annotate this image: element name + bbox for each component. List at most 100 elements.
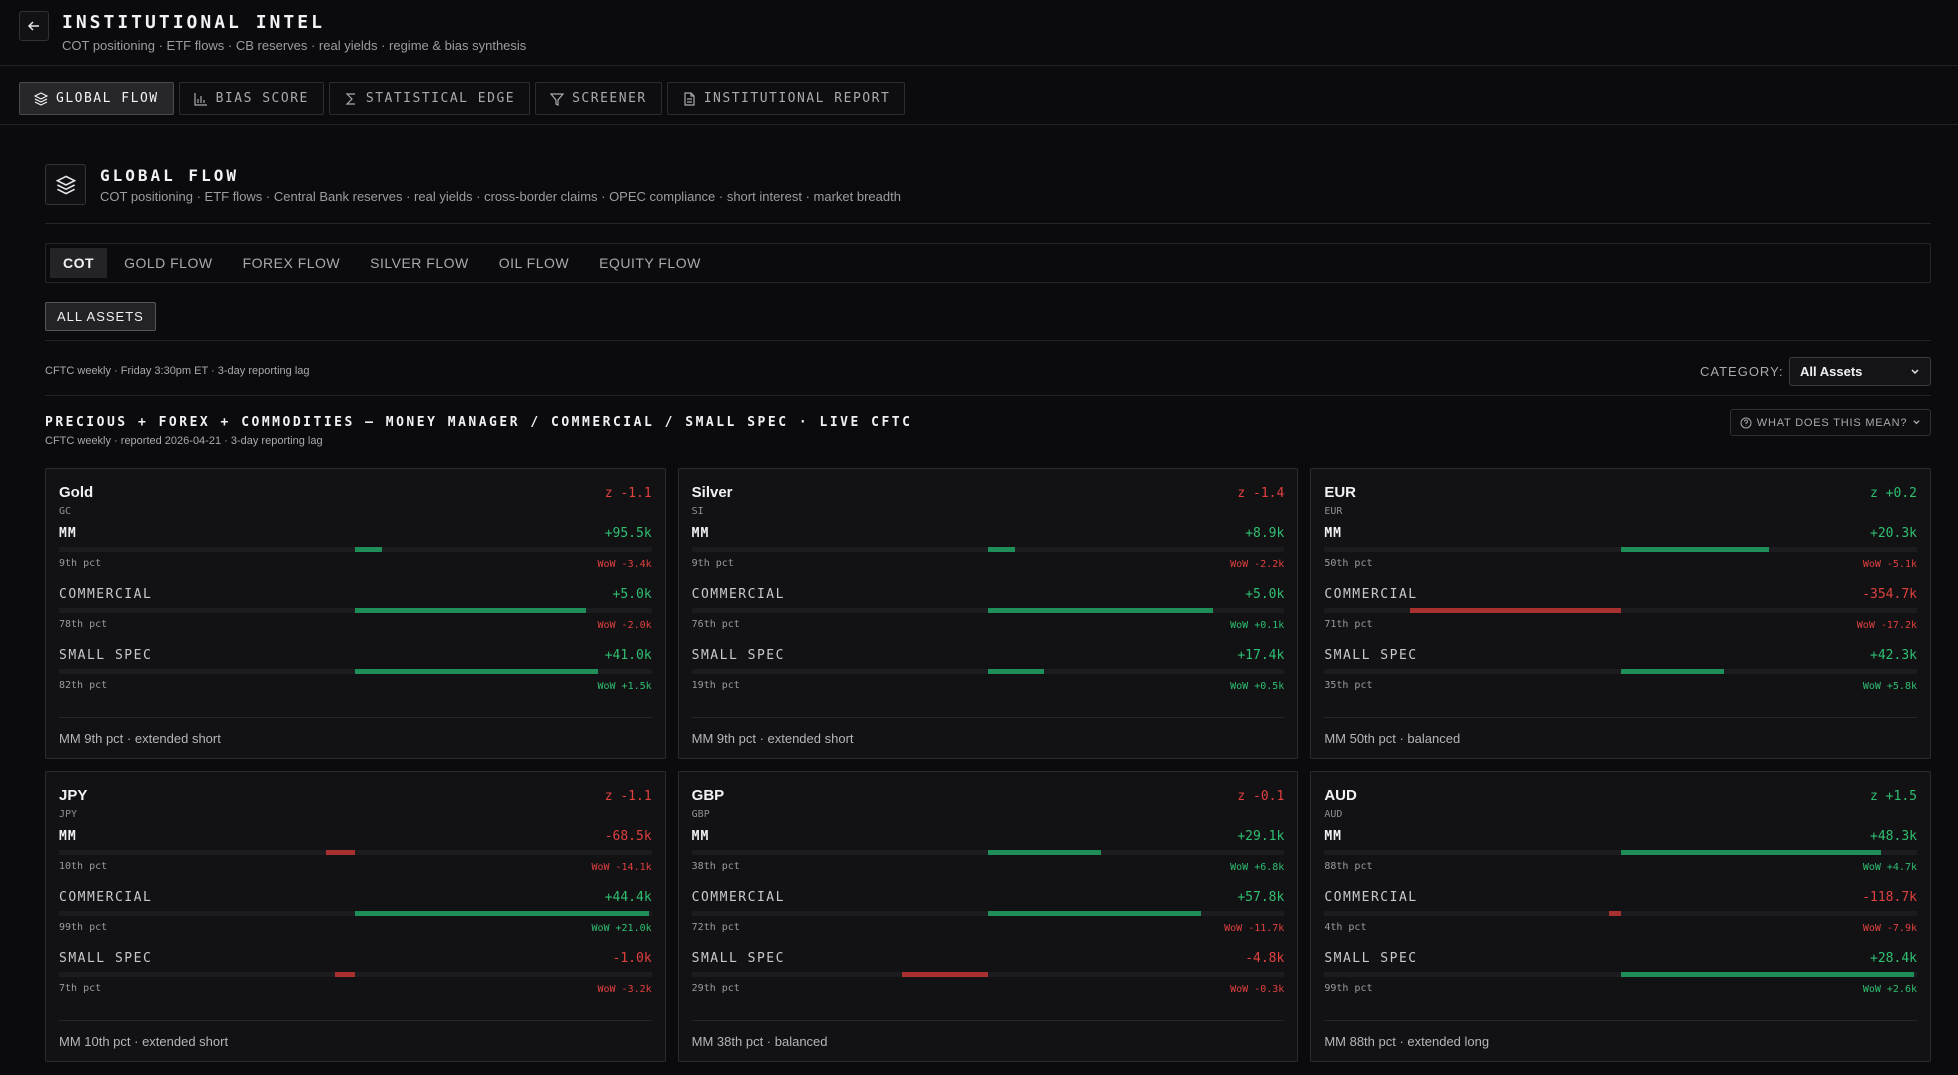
week-over-week: WoW -11.7k — [1224, 923, 1285, 934]
card-summary: MM 10th pct · extended short — [59, 1020, 652, 1049]
position-bar-fill — [334, 972, 356, 977]
arrow-left-icon — [27, 21, 39, 31]
asset-name: Silver — [691, 484, 733, 501]
tab-statistical-edge[interactable]: STATISTICAL EDGE — [328, 82, 531, 115]
z-score: z -1.1 — [604, 486, 652, 501]
z-score: z +1.5 — [1870, 789, 1917, 804]
positioning-row: COMMERCIAL +5.0k 78th pct WoW -2.0k — [59, 587, 652, 648]
positioning-row: MM +48.3k 88th pct WoW +4.7k — [1324, 829, 1917, 890]
percentile: 4th pct — [1324, 922, 1367, 933]
position-bar — [691, 911, 1285, 916]
grid-title: PRECIOUS + FOREX + COMMODITIES — MONEY M… — [45, 415, 913, 430]
app-title: INSTITUTIONAL INTEL — [62, 12, 325, 33]
asset-code: GBP — [691, 809, 710, 820]
week-over-week: WoW -7.9k — [1862, 923, 1917, 934]
row-label: MM — [691, 829, 710, 844]
card-summary: MM 88th pct · extended long — [1324, 1020, 1917, 1049]
position-bar — [1324, 911, 1917, 916]
row-label: SMALL SPEC — [1324, 648, 1418, 663]
section-subtitle: COT positioning · ETF flows · Central Ba… — [100, 189, 901, 204]
week-over-week: WoW +0.5k — [1230, 681, 1285, 692]
document-icon — [684, 91, 695, 106]
position-bar-fill — [987, 669, 1045, 674]
divider — [0, 124, 1958, 125]
asset-card: Silver SI z -1.4 MM +8.9k 9th pct WoW -2… — [677, 468, 1299, 759]
subtab-silver-flow[interactable]: SILVER FLOW — [370, 255, 469, 271]
row-label: COMMERCIAL — [691, 587, 785, 602]
position-bar-fill — [987, 850, 1101, 855]
row-label: SMALL SPEC — [59, 951, 153, 966]
subtab-gold-flow[interactable]: GOLD FLOW — [124, 255, 213, 271]
asset-card: Gold GC z -1.1 MM +95.5k 9th pct WoW -3.… — [45, 468, 666, 759]
position-bar — [59, 911, 652, 916]
positioning-row: MM -68.5k 10th pct WoW -14.1k — [59, 829, 652, 890]
position-bar — [1324, 972, 1917, 977]
week-over-week: WoW +4.7k — [1862, 862, 1917, 873]
subtab-oil-flow[interactable]: OIL FLOW — [498, 255, 570, 271]
row-label: MM — [59, 526, 77, 541]
percentile: 35th pct — [1324, 680, 1373, 691]
z-score: z -0.1 — [1237, 789, 1285, 804]
week-over-week: WoW -2.2k — [1230, 559, 1285, 570]
week-over-week: WoW -3.2k — [597, 984, 652, 995]
percentile: 10th pct — [59, 861, 108, 872]
percentile: 82th pct — [59, 680, 108, 691]
help-label: WHAT DOES THIS MEAN? — [1756, 416, 1908, 429]
asset-card: GBP GBP z -0.1 MM +29.1k 38th pct WoW +6… — [677, 771, 1299, 1062]
subtab-forex-flow[interactable]: FOREX FLOW — [242, 255, 341, 271]
position-bar — [59, 669, 652, 674]
positioning-row: SMALL SPEC +17.4k 19th pct WoW +0.5k — [691, 648, 1285, 709]
percentile: 78th pct — [59, 619, 108, 630]
bar-chart-icon — [193, 92, 207, 106]
net-position: +20.3k — [1870, 526, 1917, 541]
row-label: MM — [59, 829, 77, 844]
net-position: -4.8k — [1245, 951, 1285, 966]
week-over-week: WoW -5.1k — [1862, 559, 1917, 570]
positioning-row: SMALL SPEC +42.3k 35th pct WoW +5.8k — [1324, 648, 1917, 709]
net-position: +5.0k — [612, 587, 652, 602]
asset-code: SI — [691, 506, 704, 517]
flow-subtabs: COT GOLD FLOW FOREX FLOW SILVER FLOW OIL… — [45, 243, 1931, 283]
row-label: COMMERCIAL — [59, 890, 153, 905]
all-assets-button[interactable]: ALL ASSETS — [45, 302, 156, 331]
section-header: GLOBAL FLOW COT positioning · ETF flows … — [45, 164, 1931, 224]
position-bar — [691, 972, 1285, 977]
asset-name: GBP — [691, 787, 725, 804]
tab-institutional-report[interactable]: INSTITUTIONAL REPORT — [666, 82, 906, 115]
percentile: 72th pct — [691, 922, 740, 933]
tab-global-flow[interactable]: GLOBAL FLOW — [19, 82, 174, 115]
position-bar-fill — [325, 850, 356, 855]
net-position: -354.7k — [1862, 587, 1917, 602]
row-label: COMMERCIAL — [1324, 890, 1418, 905]
subtab-cot[interactable]: COT — [50, 248, 108, 278]
asset-name: Gold — [59, 484, 94, 501]
position-bar — [1324, 669, 1917, 674]
row-label: COMMERCIAL — [1324, 587, 1418, 602]
card-summary: MM 9th pct · extended short — [691, 717, 1285, 746]
positioning-row: COMMERCIAL +57.8k 72th pct WoW -11.7k — [691, 890, 1285, 951]
asset-code: JPY — [59, 809, 78, 820]
what-does-this-mean-button[interactable]: WHAT DOES THIS MEAN? — [1730, 409, 1931, 436]
card-summary: MM 50th pct · balanced — [1324, 717, 1917, 746]
positioning-row: SMALL SPEC +28.4k 99th pct WoW +2.6k — [1324, 951, 1917, 1012]
week-over-week: WoW -2.0k — [597, 620, 652, 631]
row-label: SMALL SPEC — [59, 648, 153, 663]
subtab-equity-flow[interactable]: EQUITY FLOW — [599, 255, 701, 271]
category-select[interactable]: All Assets — [1789, 357, 1931, 386]
tab-bias-score[interactable]: BIAS SCORE — [178, 82, 324, 115]
position-bar — [1324, 608, 1917, 613]
back-button[interactable] — [19, 11, 49, 41]
position-bar — [691, 608, 1285, 613]
asset-card: EUR EUR z +0.2 MM +20.3k 50th pct WoW -5… — [1310, 468, 1931, 759]
asset-code: AUD — [1324, 809, 1343, 820]
tab-screener[interactable]: SCREENER — [535, 82, 662, 115]
net-position: +8.9k — [1245, 526, 1285, 541]
positioning-row: COMMERCIAL -118.7k 4th pct WoW -7.9k — [1324, 890, 1917, 951]
asset-name: AUD — [1324, 787, 1357, 804]
row-label: MM — [1324, 526, 1342, 541]
position-bar-fill — [1620, 972, 1915, 977]
net-position: +29.1k — [1237, 829, 1285, 844]
percentile: 88th pct — [1324, 861, 1373, 872]
position-bar — [59, 850, 652, 855]
position-bar-fill — [987, 547, 1015, 552]
